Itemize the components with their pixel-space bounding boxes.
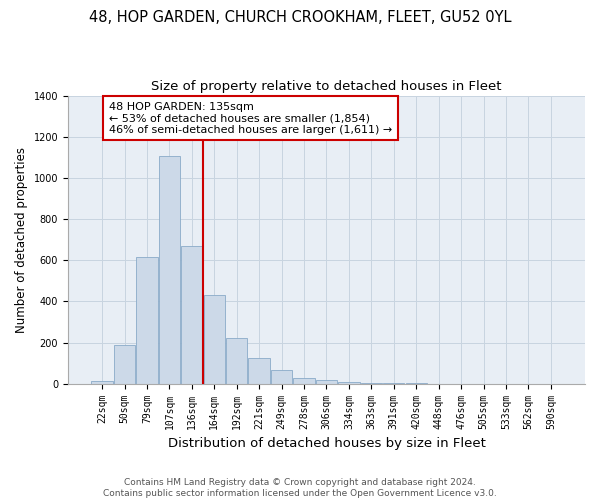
X-axis label: Distribution of detached houses by size in Fleet: Distribution of detached houses by size … [167,437,485,450]
Text: 48 HOP GARDEN: 135sqm
← 53% of detached houses are smaller (1,854)
46% of semi-d: 48 HOP GARDEN: 135sqm ← 53% of detached … [109,102,392,135]
Bar [338,382,359,384]
Y-axis label: Number of detached properties: Number of detached properties [15,146,28,332]
Bar [114,344,135,384]
Bar [181,246,202,384]
Bar [293,378,314,384]
Bar [316,380,337,384]
Bar [248,358,270,384]
Bar [226,338,247,384]
Text: 48, HOP GARDEN, CHURCH CROOKHAM, FLEET, GU52 0YL: 48, HOP GARDEN, CHURCH CROOKHAM, FLEET, … [89,10,511,25]
Bar [361,382,382,384]
Bar [136,257,158,384]
Bar [159,156,180,384]
Bar [383,383,404,384]
Bar [91,380,113,384]
Bar [203,295,225,384]
Title: Size of property relative to detached houses in Fleet: Size of property relative to detached ho… [151,80,502,93]
Bar [271,370,292,384]
Text: Contains HM Land Registry data © Crown copyright and database right 2024.
Contai: Contains HM Land Registry data © Crown c… [103,478,497,498]
